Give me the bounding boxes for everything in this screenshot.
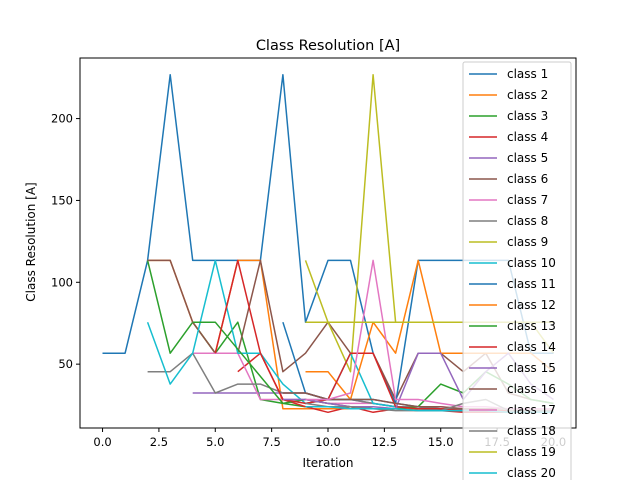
x-tick-label: 15.0 — [428, 435, 454, 449]
legend-box — [462, 61, 572, 480]
legend-entry: class 13 — [507, 319, 556, 333]
y-axis-ticks: 50 100 150 200 — [51, 112, 80, 371]
legend-entry: class 9 — [507, 235, 548, 249]
x-tick-label: 12.5 — [372, 435, 398, 449]
legend-entry: class 15 — [507, 361, 556, 375]
legend-entry: class 10 — [507, 256, 556, 270]
legend-entry: class 4 — [507, 130, 548, 144]
legend-entry: class 16 — [507, 382, 556, 396]
legend-entry: class 18 — [507, 424, 556, 438]
y-tick-label: 100 — [51, 275, 73, 289]
y-tick-label: 150 — [51, 193, 73, 207]
x-tick-label: 2.5 — [150, 435, 168, 449]
x-tick-label: 5.0 — [206, 435, 224, 449]
plot-frame — [79, 57, 577, 429]
legend-entry: class 5 — [507, 151, 548, 165]
legend: class 1 class 2 class 3 class 4 class 5 class… — [462, 61, 572, 480]
legend-entry: class 7 — [507, 193, 548, 207]
legend-entry: class 12 — [507, 298, 556, 312]
legend-entry: class 14 — [507, 340, 556, 354]
legend-entry: class 8 — [507, 214, 548, 228]
legend-entry: class 20 — [507, 466, 556, 480]
x-tick-label: 7.5 — [262, 435, 280, 449]
legend-entry: class 11 — [507, 277, 556, 291]
legend-entry: class 6 — [507, 172, 548, 186]
y-axis-label: Class Resolution [A] — [24, 182, 38, 301]
y-tick-label: 50 — [58, 357, 73, 371]
legend-entry: class 19 — [507, 445, 556, 459]
x-tick-label: 10.0 — [315, 435, 341, 449]
legend-entry: class 1 — [507, 67, 548, 81]
chart-title: Class Resolution [A] — [256, 38, 400, 54]
y-tick-label: 200 — [51, 112, 73, 126]
legend-entry: class 17 — [507, 403, 556, 417]
x-tick-label: 0.0 — [93, 435, 111, 449]
x-axis-label: Iteration — [303, 456, 354, 470]
legend-entry: class 3 — [507, 109, 548, 123]
legend-entry: class 2 — [507, 88, 548, 102]
